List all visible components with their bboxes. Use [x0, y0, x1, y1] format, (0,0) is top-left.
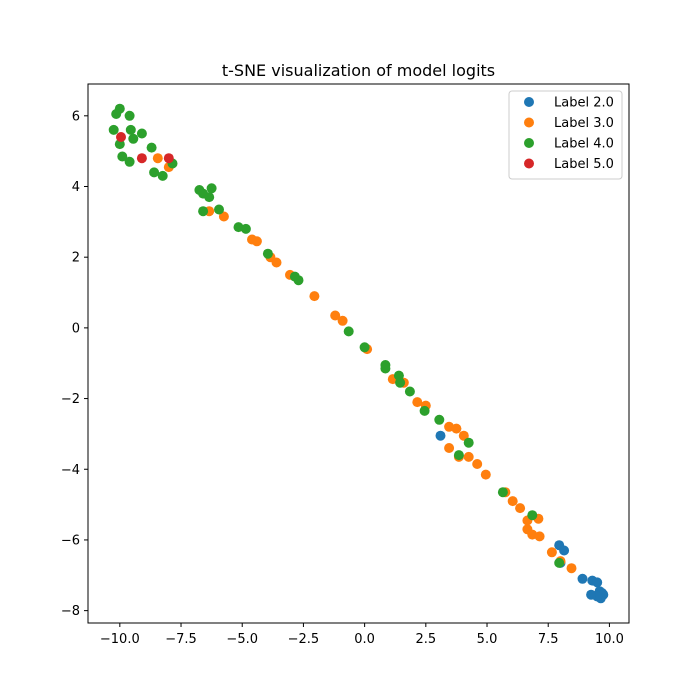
legend-label: Label 4.0	[554, 137, 614, 152]
point-series-1	[152, 153, 163, 164]
point-series-1	[444, 443, 455, 453]
point-series-2	[404, 386, 415, 397]
point-series-2	[136, 128, 147, 139]
y-tick-label: −8	[61, 604, 80, 619]
point-series-1	[534, 531, 545, 542]
point-series-0	[435, 430, 446, 441]
y-axis-ticks: 6 4 2 0 −2 −4 −6 −8	[61, 109, 88, 619]
data-points	[108, 103, 609, 604]
y-tick-label: −2	[61, 392, 80, 407]
point-series-0	[592, 577, 603, 588]
x-axis-ticks: −10.0 −7.5 −5.0 −2.5 0.0 2.5 5.0 7.5 10.0	[100, 623, 624, 647]
point-series-2	[419, 405, 430, 416]
point-series-1	[337, 315, 348, 326]
point-series-2	[108, 124, 119, 135]
x-tick-label: 0.0	[354, 632, 375, 647]
y-tick-label: 4	[72, 180, 80, 195]
point-series-1	[251, 236, 262, 247]
x-tick-label: 10.0	[595, 632, 624, 647]
point-series-0	[586, 589, 597, 600]
point-series-2	[262, 248, 273, 259]
x-tick-label: 5.0	[477, 632, 498, 647]
plot-frame	[87, 83, 630, 624]
point-series-1	[412, 397, 423, 408]
point-series-2	[117, 151, 128, 162]
point-series-2	[359, 342, 370, 353]
point-series-1	[463, 451, 474, 462]
y-tick-label: −4	[61, 463, 80, 478]
legend: Label 2.0 Label 3.0 Label 4.0 Label 5.0	[508, 90, 623, 180]
point-series-2	[149, 167, 160, 178]
point-series-3	[136, 153, 147, 164]
y-tick-label: 2	[72, 251, 80, 266]
x-tick-label: −2.5	[288, 632, 320, 647]
legend-marker	[524, 117, 534, 128]
point-series-2	[380, 363, 391, 374]
point-series-2	[293, 275, 304, 286]
x-tick-label: −5.0	[226, 632, 258, 647]
point-series-2	[157, 170, 168, 181]
point-series-1	[472, 459, 483, 469]
legend-marker	[524, 138, 534, 148]
legend-marker	[524, 97, 534, 107]
point-series-2	[554, 557, 565, 568]
y-tick-label: −6	[61, 533, 80, 548]
point-series-2	[434, 414, 445, 425]
point-series-1	[515, 503, 526, 514]
point-series-1	[271, 257, 282, 268]
point-series-2	[206, 183, 217, 194]
point-series-2	[204, 192, 215, 203]
point-series-1	[451, 423, 462, 434]
point-series-2	[124, 156, 135, 167]
point-series-2	[453, 450, 464, 461]
point-series-2	[240, 223, 251, 234]
point-series-2	[527, 510, 538, 521]
y-tick-label: 0	[72, 321, 80, 336]
legend-label: Label 5.0	[554, 157, 614, 172]
point-series-2	[463, 437, 474, 448]
chart-title: t-SNE visualization of model logits	[222, 61, 495, 80]
x-tick-label: −7.5	[165, 632, 197, 647]
point-series-1	[458, 430, 469, 441]
legend-label: Label 2.0	[554, 96, 614, 111]
point-series-1	[480, 469, 491, 480]
legend-marker	[524, 158, 534, 169]
point-series-1	[309, 291, 320, 302]
point-series-1	[507, 496, 518, 507]
x-tick-label: 7.5	[538, 632, 559, 647]
legend-box	[508, 90, 623, 180]
point-series-1	[330, 310, 341, 321]
point-series-0	[559, 545, 570, 556]
point-series-3	[116, 132, 126, 142]
x-tick-label: 2.5	[415, 632, 436, 647]
point-series-2	[497, 487, 508, 498]
point-series-2	[125, 124, 136, 135]
point-series-2	[214, 204, 224, 215]
point-series-1	[546, 547, 557, 558]
point-series-2	[198, 206, 209, 217]
x-tick-label: −10.0	[100, 632, 140, 647]
point-series-2	[128, 133, 139, 144]
point-series-1	[218, 211, 229, 222]
point-series-2	[124, 110, 135, 121]
point-series-1	[566, 563, 577, 574]
legend-label: Label 3.0	[554, 116, 614, 131]
point-series-2	[395, 377, 406, 388]
point-series-0	[577, 573, 588, 584]
point-series-2	[146, 142, 157, 153]
y-tick-label: 6	[72, 109, 80, 124]
point-series-3	[163, 153, 174, 164]
point-series-2	[111, 109, 122, 119]
point-series-2	[343, 326, 354, 337]
